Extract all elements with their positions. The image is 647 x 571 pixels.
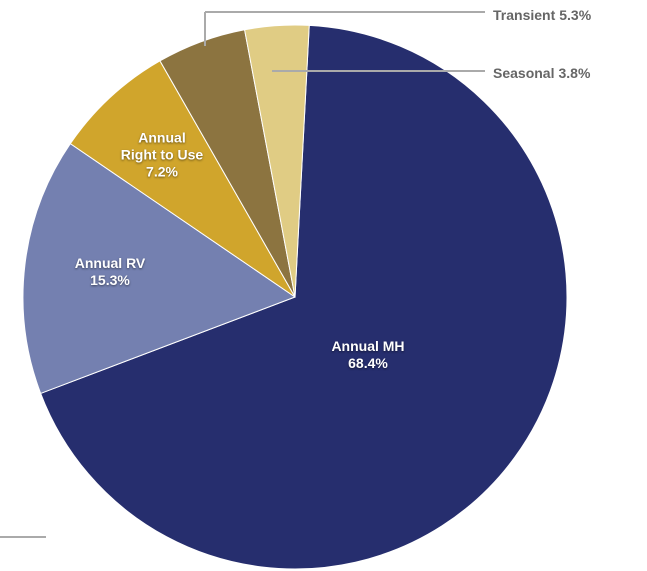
- slice-value: 68.4%: [348, 355, 388, 371]
- slice-label: Annual RV 15.3%: [68, 255, 153, 289]
- slice-value: 5.3%: [559, 7, 592, 23]
- slice-label: Annual Right to Use 7.2%: [120, 130, 205, 181]
- slice-name: Annual Right to Use: [120, 129, 204, 163]
- pie-slice: [244, 24, 310, 298]
- slice-value: 15.3%: [90, 272, 130, 288]
- slice-value: 7.2%: [146, 163, 178, 180]
- pie-slice: [22, 142, 297, 395]
- slice-label: Seasonal 3.8%: [493, 65, 590, 81]
- slice-name: Transient: [493, 7, 556, 23]
- slice-label: Transient 5.3%: [493, 7, 591, 23]
- pie-slice: [69, 60, 296, 298]
- slice-label: Annual MH 68.4%: [326, 338, 411, 372]
- slice-value: 3.8%: [558, 65, 591, 81]
- slice-name: Annual RV: [74, 255, 146, 271]
- slice-name: Annual MH: [331, 338, 405, 354]
- slice-name: Seasonal: [493, 65, 555, 81]
- pie-slice: [40, 24, 568, 570]
